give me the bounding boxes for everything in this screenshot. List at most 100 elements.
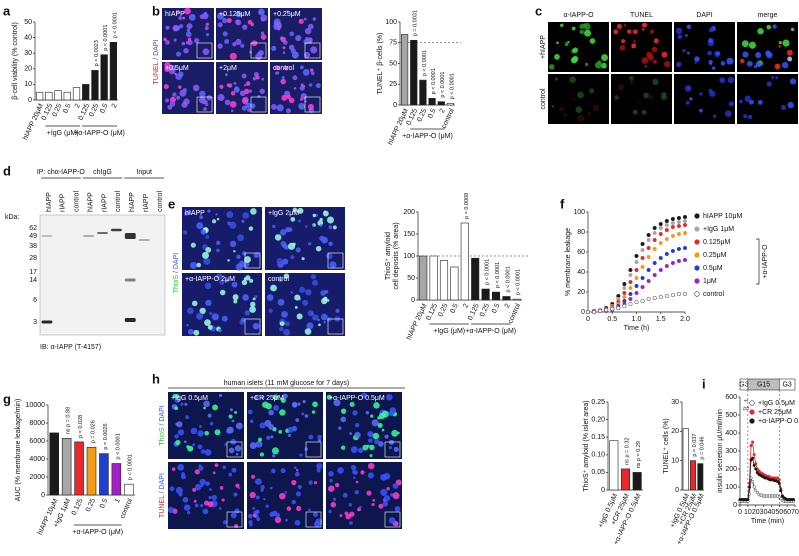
x-tick-label: 0.5 xyxy=(99,103,110,115)
cell xyxy=(340,445,346,450)
cell xyxy=(257,94,261,98)
cell xyxy=(198,425,202,429)
cell xyxy=(260,31,265,35)
bar xyxy=(124,483,134,496)
cell xyxy=(600,62,607,69)
bar xyxy=(419,255,428,301)
cell xyxy=(242,294,249,301)
cell xyxy=(337,467,344,474)
cell xyxy=(183,47,189,54)
cell xyxy=(205,22,210,27)
data-point xyxy=(628,267,633,273)
cell xyxy=(274,234,282,241)
cell xyxy=(204,26,209,31)
y-tick-label: 0.25 xyxy=(591,399,605,406)
micrograph xyxy=(674,74,735,124)
cell xyxy=(180,402,184,406)
cell xyxy=(589,88,595,94)
row-label: control xyxy=(540,88,547,109)
cell xyxy=(286,94,292,100)
stain-label: TUNEL / DAPI xyxy=(159,473,166,518)
cell xyxy=(211,313,219,321)
cell xyxy=(328,485,335,492)
cell xyxy=(708,37,714,43)
cell xyxy=(235,19,240,24)
y-tick-label: 100 xyxy=(725,484,737,491)
cell xyxy=(348,503,353,507)
cell xyxy=(304,328,312,335)
data-point xyxy=(658,240,663,246)
cell xyxy=(221,498,225,502)
data-point xyxy=(646,245,651,251)
cell xyxy=(268,409,274,416)
data-point xyxy=(634,283,639,289)
lane-label: rIAPP xyxy=(101,193,108,212)
cell xyxy=(394,506,401,512)
cell xyxy=(247,107,251,112)
stain-part: / DAPI xyxy=(153,40,160,62)
cell xyxy=(226,211,234,219)
cell xyxy=(241,73,247,79)
bar xyxy=(697,463,704,491)
y-tick-label: 400 xyxy=(725,430,737,437)
inset xyxy=(250,42,267,59)
cell xyxy=(694,56,700,62)
cell xyxy=(317,318,320,322)
data-point xyxy=(628,296,633,302)
cell xyxy=(766,24,772,30)
bar xyxy=(109,41,118,101)
cell xyxy=(228,414,233,419)
cell xyxy=(216,240,221,245)
cell xyxy=(204,282,212,290)
stain-label: TUNEL / DAPI xyxy=(153,40,160,85)
cell xyxy=(311,410,316,414)
blot-band xyxy=(124,278,136,282)
cell xyxy=(231,419,235,423)
panel-letter: a xyxy=(3,3,11,18)
x-axis-label: Time (min) xyxy=(751,518,784,525)
y-tick-label: 200 xyxy=(403,209,415,216)
tile-label: hIAPP xyxy=(165,11,185,18)
cell xyxy=(372,432,380,440)
y-tick-label: 60 xyxy=(577,249,585,256)
cell xyxy=(569,76,576,84)
inset xyxy=(196,42,213,59)
cell xyxy=(653,38,659,44)
cell xyxy=(198,465,204,471)
cell xyxy=(308,480,313,485)
cell xyxy=(332,225,337,230)
cell xyxy=(572,97,575,101)
cell xyxy=(741,40,749,48)
cell xyxy=(334,482,340,488)
cell xyxy=(245,81,251,86)
legend-marker xyxy=(749,409,755,415)
data-point xyxy=(610,306,615,312)
cell xyxy=(249,50,252,54)
cell xyxy=(290,216,296,222)
cell xyxy=(579,23,585,30)
y-tick-label: 2000 xyxy=(29,474,45,481)
blot-group: Input xyxy=(136,169,152,176)
y-tick-label: 100 xyxy=(573,209,585,216)
data-point xyxy=(622,294,627,300)
cell xyxy=(271,104,277,110)
blot-band xyxy=(41,235,53,237)
cell xyxy=(235,38,242,46)
cell xyxy=(350,464,357,471)
cell xyxy=(358,505,362,509)
cell xyxy=(198,96,206,104)
cell xyxy=(282,46,286,50)
cell xyxy=(186,324,189,327)
bar xyxy=(471,257,480,301)
legend-label: +IgG 1μM xyxy=(703,226,734,233)
blot-band xyxy=(138,239,150,241)
legend-bracket xyxy=(756,238,760,285)
cell xyxy=(284,66,289,71)
cell xyxy=(205,33,210,37)
cell xyxy=(720,61,726,66)
cell xyxy=(778,45,781,48)
cell xyxy=(310,274,317,280)
cell xyxy=(255,509,260,514)
cell xyxy=(233,81,237,85)
cell xyxy=(284,491,287,494)
